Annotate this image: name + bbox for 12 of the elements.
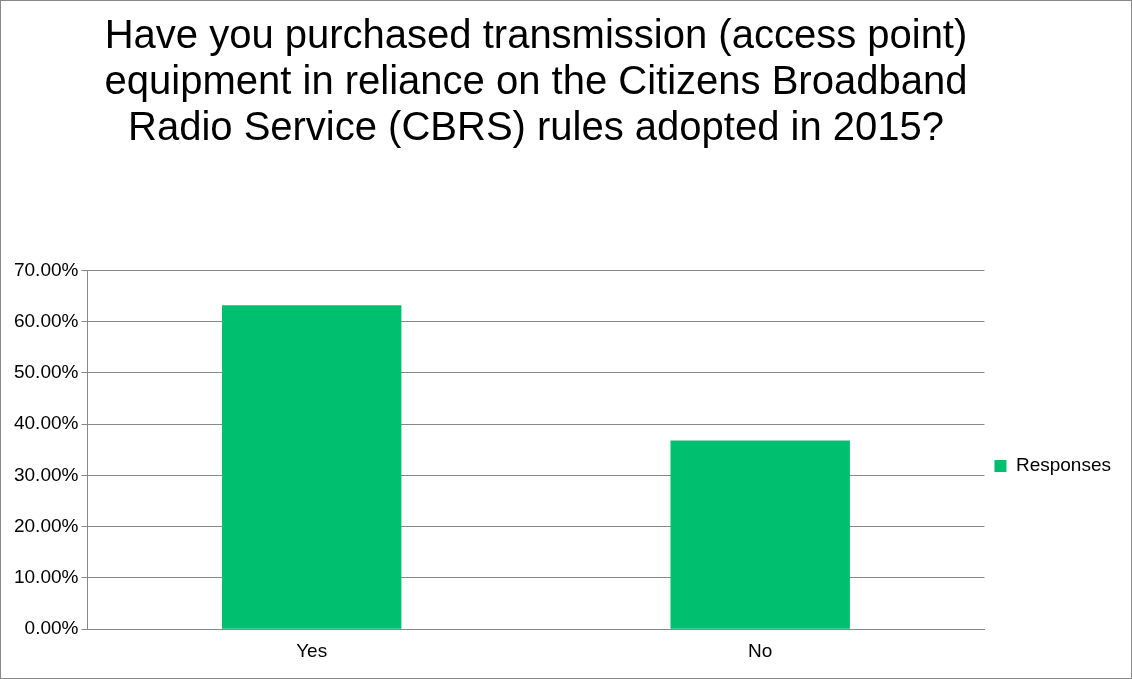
y-tick-label: 10.00% — [13, 566, 79, 588]
y-tick-label: 0.00% — [24, 617, 79, 639]
x-tick-label: Yes — [296, 639, 328, 661]
y-tick-label: 40.00% — [13, 412, 79, 434]
y-tick-label: 30.00% — [13, 463, 79, 485]
y-tick-label: 50.00% — [13, 361, 79, 383]
chart-title: Have you purchased transmission (access point) equipment in reliance on the Citizens Broadband Radio Service (CBRS) rules adopted in 2015? — [103, 11, 969, 149]
legend-label: Responses — [1015, 454, 1112, 476]
y-tick-label: 60.00% — [13, 309, 79, 331]
x-tick-label: No — [748, 639, 773, 661]
y-tick-label: 70.00% — [13, 258, 79, 280]
y-tick-label: 20.00% — [13, 514, 79, 536]
